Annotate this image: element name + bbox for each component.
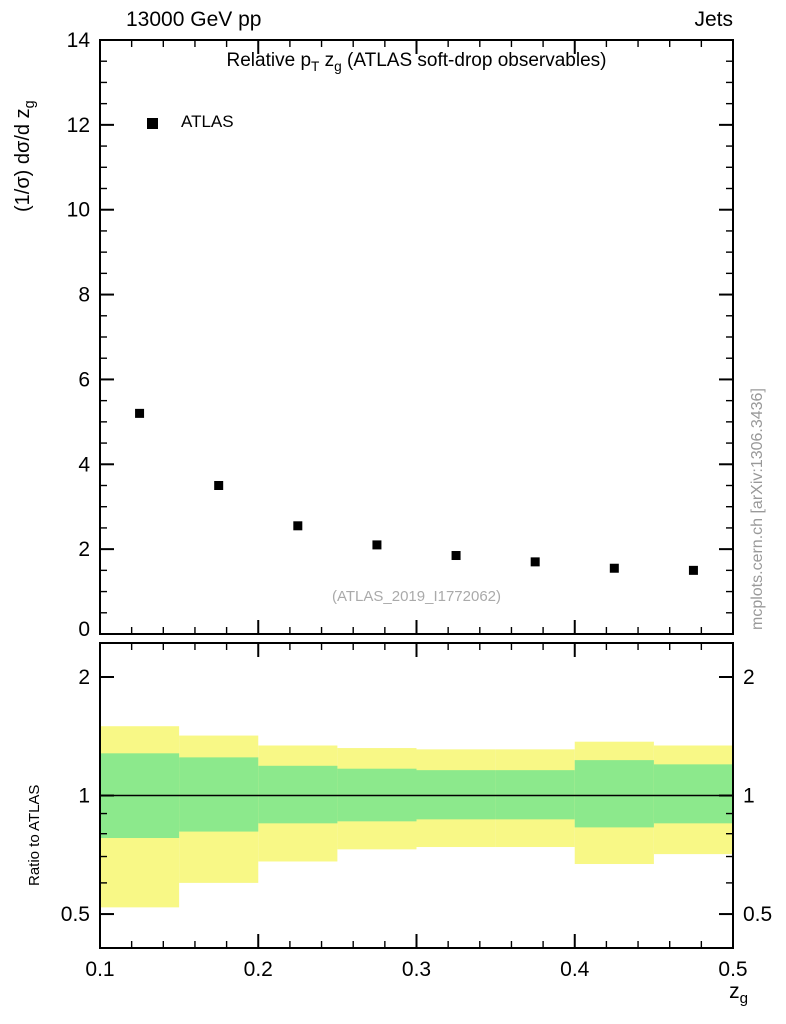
data-point-marker bbox=[214, 481, 224, 490]
x-axis-title: zg bbox=[729, 980, 748, 1008]
y-axis-title-ratio: Ratio to ATLAS bbox=[26, 784, 43, 886]
x-tick-label: 0.2 bbox=[244, 958, 273, 981]
data-point-marker bbox=[530, 557, 540, 567]
data-point-marker bbox=[293, 521, 303, 531]
plot-title: Relative pT zg (ATLAS soft-drop observab… bbox=[226, 50, 607, 74]
main-panel-frame bbox=[99, 39, 734, 635]
main-y-tick-label: 4 bbox=[78, 453, 90, 476]
x-tick-label: 0.5 bbox=[718, 958, 747, 981]
ratio-y-tick-label-right: 2 bbox=[743, 666, 755, 689]
x-tick-label: 0.3 bbox=[402, 958, 431, 981]
ratio-y-tick-label-right: 1 bbox=[743, 785, 755, 808]
main-y-tick-label: 14 bbox=[67, 29, 91, 52]
legend-label: ATLAS bbox=[181, 112, 234, 131]
ratio-y-tick-label-left: 2 bbox=[78, 666, 90, 689]
data-point-marker bbox=[609, 563, 619, 573]
main-y-tick-label: 10 bbox=[67, 199, 90, 222]
inner-uncertainty-band bbox=[574, 760, 654, 828]
legend-marker-square-icon bbox=[147, 118, 158, 129]
main-y-tick-label: 2 bbox=[78, 538, 90, 561]
inner-uncertainty-band bbox=[416, 770, 496, 820]
main-y-tick-label: 6 bbox=[78, 368, 90, 391]
analysis-group-label: Jets bbox=[694, 8, 733, 31]
inner-uncertainty-band bbox=[258, 765, 338, 824]
data-point-marker bbox=[135, 408, 145, 418]
main-y-tick-label: 0 bbox=[78, 618, 90, 641]
y-axis-title-main: (1/σ) dσ/d zg bbox=[12, 100, 38, 212]
inner-uncertainty-band bbox=[653, 764, 733, 824]
data-point-marker bbox=[451, 551, 461, 561]
mcplots-credit: mcplots.cern.ch [arXiv:1306.3436] bbox=[749, 388, 766, 630]
beam-energy-label: 13000 GeV pp bbox=[126, 8, 262, 31]
ratio-y-tick-label-left: 1 bbox=[78, 785, 90, 808]
x-tick-label: 0.4 bbox=[560, 958, 590, 981]
inner-uncertainty-band bbox=[179, 757, 259, 832]
main-y-tick-label: 8 bbox=[78, 284, 90, 307]
inner-uncertainty-band bbox=[495, 770, 575, 820]
analysis-reference-watermark: (ATLAS_2019_I1772062) bbox=[331, 588, 501, 605]
data-point-marker bbox=[372, 540, 382, 550]
x-tick-label: 0.1 bbox=[85, 958, 114, 981]
main-y-tick-label: 12 bbox=[67, 114, 90, 137]
ratio-panel-frame bbox=[99, 642, 734, 949]
data-point-marker bbox=[688, 565, 698, 575]
ratio-y-tick-label-right: 0.5 bbox=[743, 903, 772, 926]
ratio-y-tick-label-left: 0.5 bbox=[61, 903, 90, 926]
